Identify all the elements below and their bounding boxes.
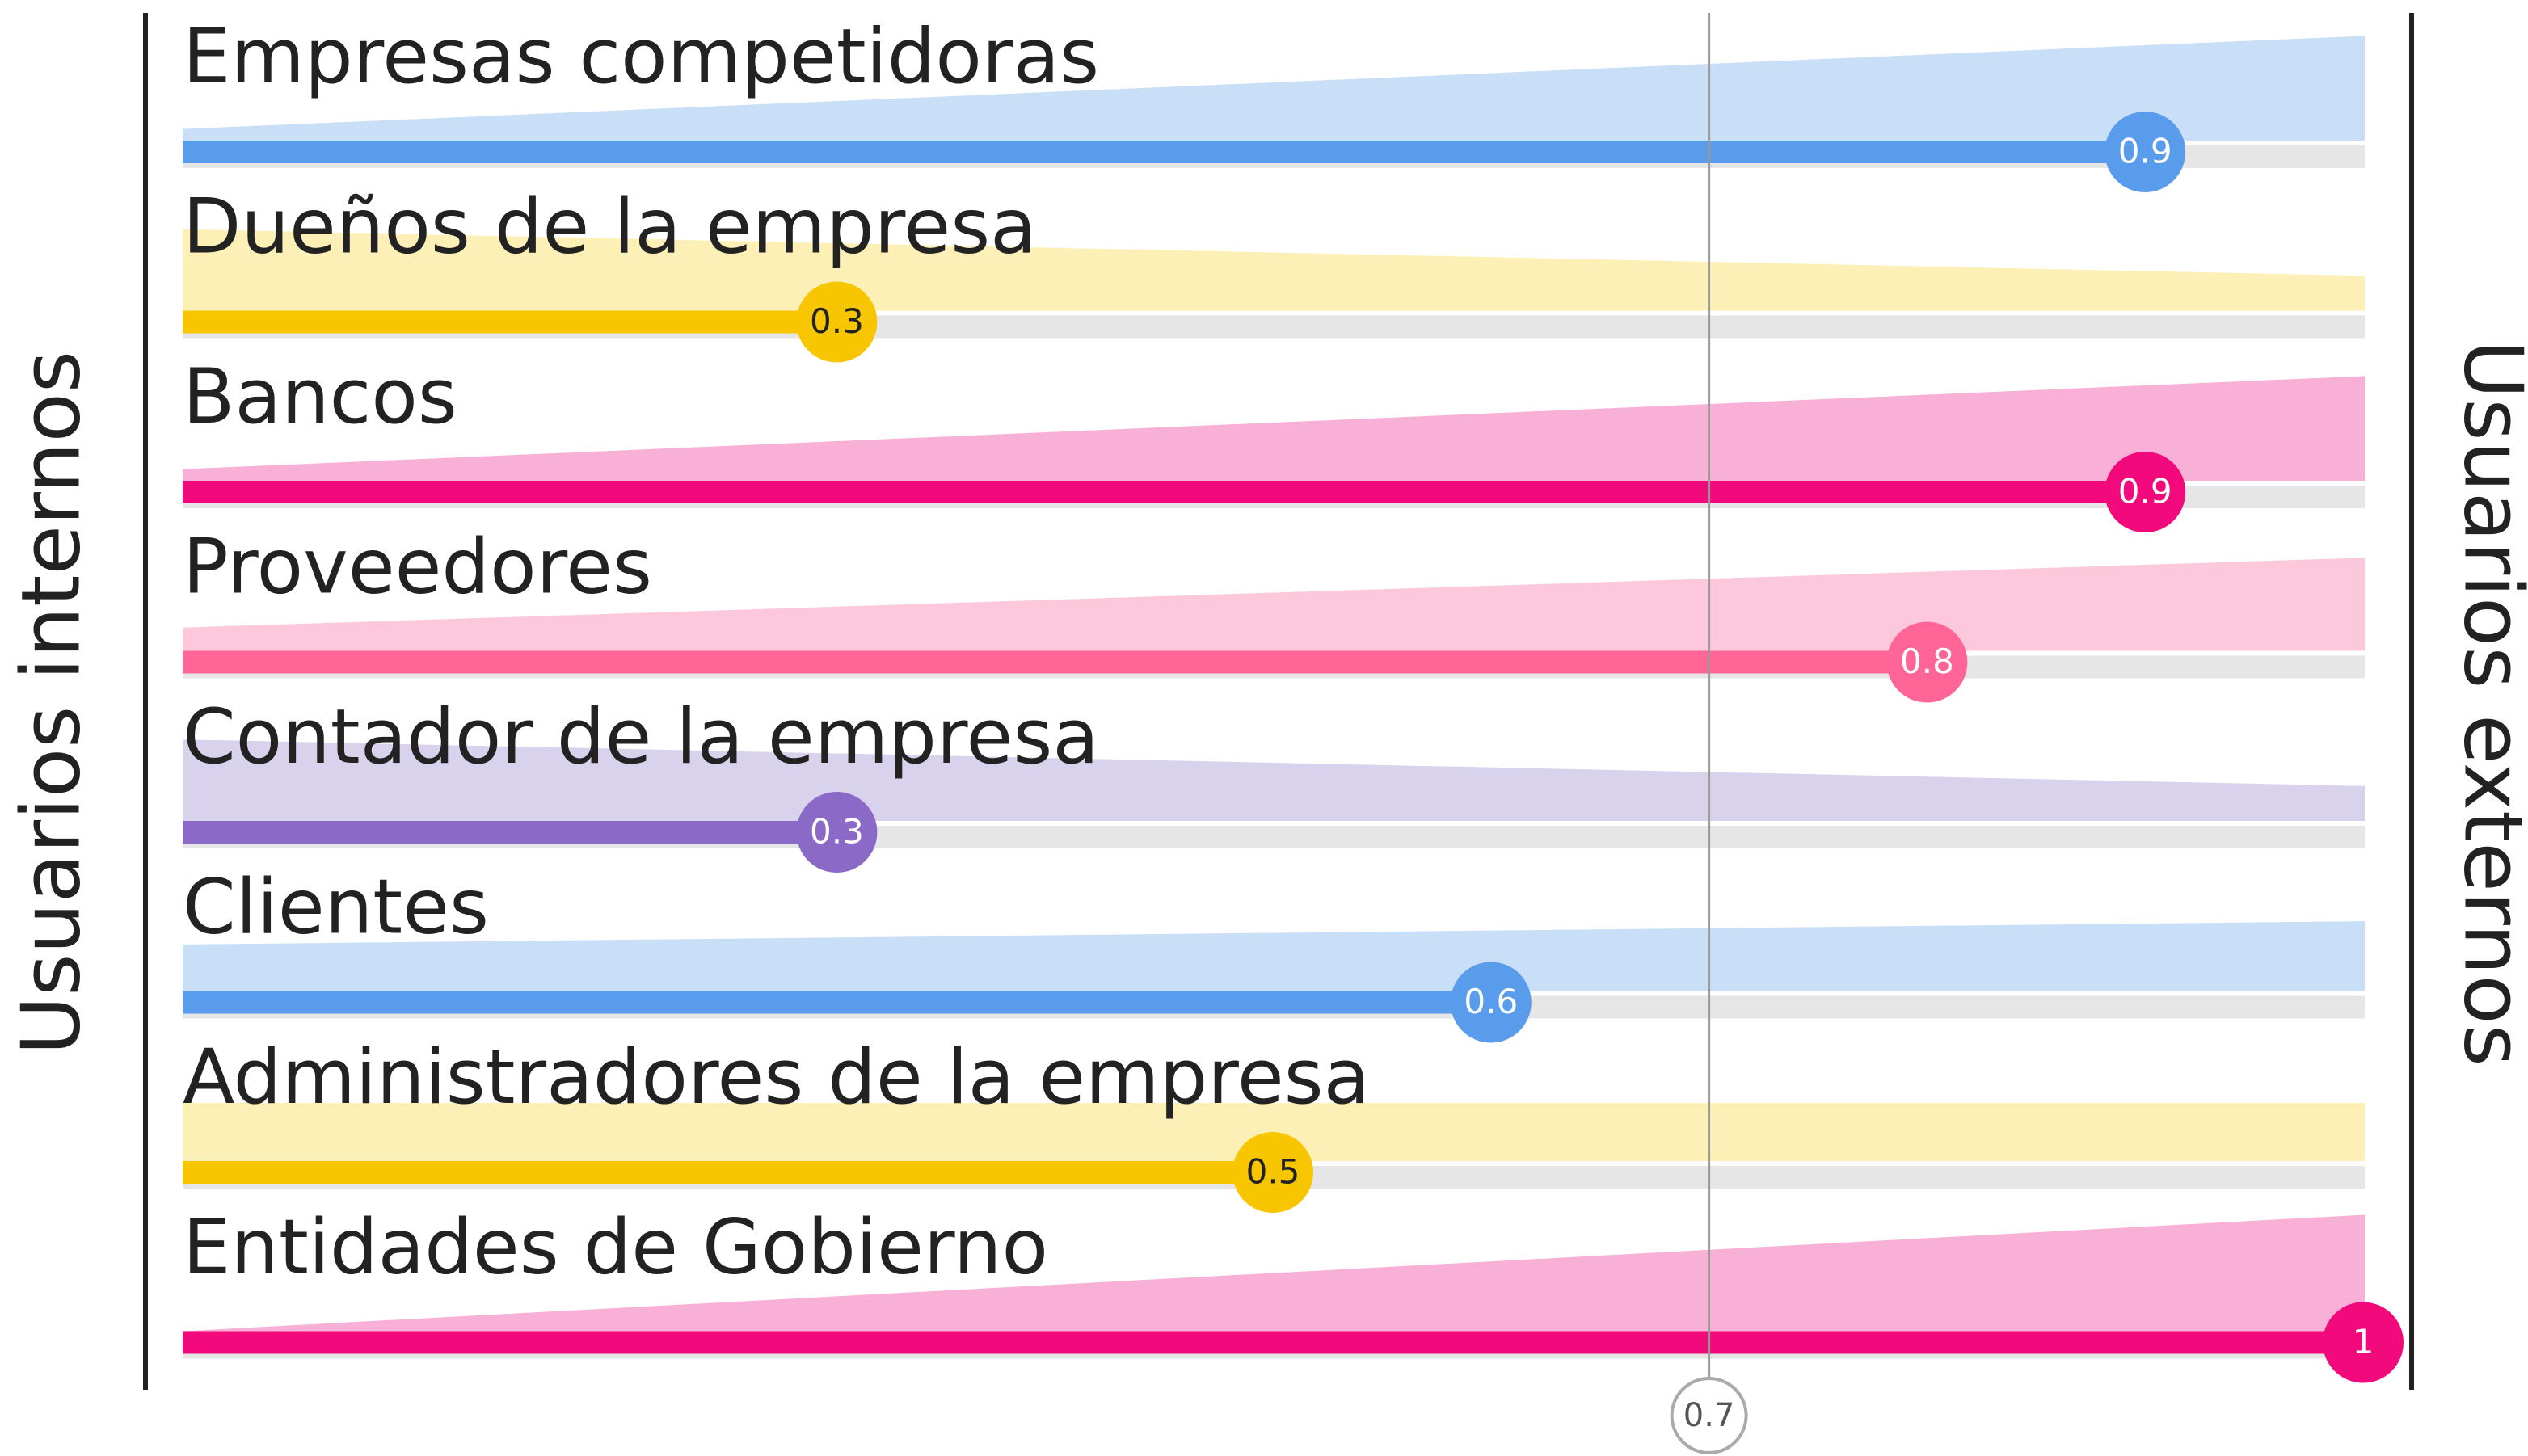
category-label: Clientes xyxy=(183,863,489,951)
bar xyxy=(183,991,1491,1014)
category-label: Bancos xyxy=(183,353,457,441)
category-label: Proveedores xyxy=(183,523,652,611)
band xyxy=(183,1214,2365,1332)
value-dot xyxy=(796,281,878,363)
value-label: 0.8 xyxy=(1900,642,1954,681)
value-label: 0.3 xyxy=(810,301,864,341)
category-label: Administradores de la empresa xyxy=(183,1033,1370,1121)
bar xyxy=(183,650,1928,674)
band xyxy=(183,36,2365,141)
category-label: Empresas competidoras xyxy=(183,13,1099,101)
band xyxy=(183,376,2365,481)
value-dot xyxy=(1232,1132,1313,1213)
category-label: Dueños de la empresa xyxy=(183,183,1037,271)
category-label: Entidades de Gobierno xyxy=(183,1203,1048,1291)
bar xyxy=(183,481,2146,503)
reference-marker xyxy=(1670,1377,1748,1454)
category-label: Contador de la empresa xyxy=(183,693,1099,781)
reference-label: 0.7 xyxy=(1683,1397,1735,1434)
value-dot xyxy=(1886,621,1968,703)
value-label: 0.9 xyxy=(2118,472,2172,511)
value-dot xyxy=(2105,452,2186,532)
band xyxy=(183,739,2365,821)
value-dot xyxy=(1450,962,1532,1043)
bar xyxy=(183,310,837,334)
value-dot xyxy=(2105,112,2186,192)
value-label: 0.6 xyxy=(1464,982,1518,1021)
bar xyxy=(183,1161,1273,1184)
bar xyxy=(183,821,837,844)
band xyxy=(183,1103,2365,1161)
band xyxy=(183,558,2365,651)
bar xyxy=(183,1331,2363,1354)
band xyxy=(183,229,2365,311)
value-label: 1 xyxy=(2353,1322,2374,1361)
left-label: Usuarios internos xyxy=(3,351,98,1055)
band xyxy=(183,921,2365,991)
bar xyxy=(183,141,2146,163)
value-label: 0.9 xyxy=(2118,132,2172,171)
value-dot xyxy=(796,792,878,873)
right-label: Usuarios externos xyxy=(2446,339,2528,1067)
value-dot xyxy=(2323,1302,2404,1383)
value-label: 0.5 xyxy=(1246,1152,1300,1192)
value-label: 0.3 xyxy=(810,812,864,852)
